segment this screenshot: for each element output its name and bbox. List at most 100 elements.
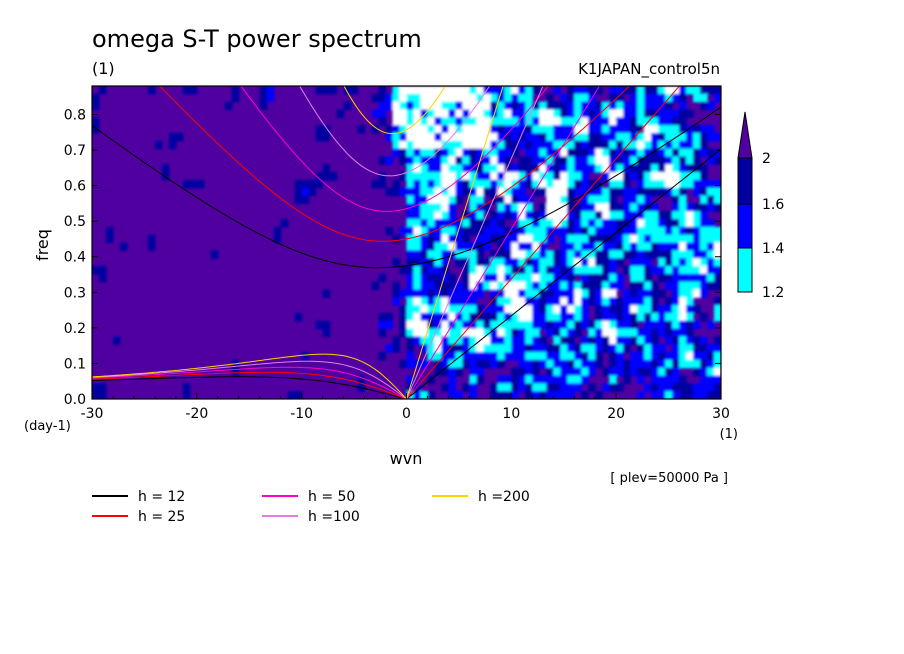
heatmap-cell bbox=[504, 336, 512, 345]
heatmap-cell bbox=[686, 234, 694, 244]
heatmap-cell bbox=[455, 328, 464, 338]
heatmap-cell bbox=[448, 383, 457, 392]
heatmap-cell bbox=[434, 195, 443, 204]
heatmap-cell bbox=[609, 281, 617, 291]
heatmap-cell bbox=[595, 211, 603, 220]
heatmap-cell bbox=[476, 109, 484, 118]
heatmap-cell bbox=[504, 320, 512, 330]
heatmap-cell bbox=[672, 172, 680, 181]
heatmap-cell bbox=[525, 93, 533, 103]
heatmap-cell bbox=[98, 383, 107, 392]
heatmap-cell bbox=[92, 101, 100, 111]
heatmap-cell bbox=[581, 312, 589, 322]
heatmap-cell bbox=[469, 164, 477, 173]
heatmap-cell bbox=[427, 117, 436, 126]
heatmap-cell bbox=[665, 132, 673, 142]
heatmap-cell bbox=[595, 187, 603, 197]
heatmap-cell bbox=[546, 203, 554, 212]
heatmap-cell bbox=[616, 250, 624, 259]
heatmap-cell bbox=[168, 140, 177, 150]
heatmap-cell bbox=[714, 344, 721, 353]
heatmap-cell bbox=[588, 140, 596, 150]
heatmap-cell bbox=[602, 328, 610, 338]
heatmap-cell bbox=[434, 109, 443, 118]
heatmap-cell bbox=[476, 273, 484, 283]
heatmap-cell bbox=[287, 391, 296, 399]
heatmap-cell bbox=[497, 305, 505, 314]
heatmap-cell bbox=[602, 265, 610, 275]
heatmap-cell bbox=[644, 132, 652, 142]
heatmap-cell bbox=[518, 187, 526, 197]
heatmap-cell bbox=[623, 297, 631, 306]
heatmap-cell bbox=[448, 367, 457, 377]
heatmap-cell bbox=[392, 289, 401, 298]
heatmap-cell bbox=[665, 86, 673, 95]
heatmap-cell bbox=[700, 125, 708, 134]
heatmap-cell bbox=[406, 328, 415, 338]
heatmap-cell bbox=[504, 125, 512, 134]
heatmap-cell bbox=[420, 226, 429, 236]
heatmap-cell bbox=[406, 179, 415, 189]
heatmap-cell bbox=[315, 179, 324, 189]
heatmap-cell bbox=[406, 250, 415, 259]
heatmap-cell bbox=[553, 187, 561, 197]
heatmap-cell bbox=[469, 132, 477, 142]
heatmap-cell bbox=[644, 234, 652, 244]
heatmap-cell bbox=[707, 273, 715, 283]
heatmap-cell bbox=[609, 93, 617, 103]
heatmap-cell bbox=[602, 195, 610, 204]
heatmap-cell bbox=[553, 273, 561, 283]
heatmap-cell bbox=[504, 132, 512, 142]
heatmap-cell bbox=[567, 265, 575, 275]
heatmap-cell bbox=[532, 109, 540, 118]
heatmap-cell bbox=[658, 383, 666, 392]
heatmap-cell bbox=[420, 125, 429, 134]
y-tick-label: 0.8 bbox=[64, 107, 86, 123]
heatmap-cell bbox=[441, 367, 450, 377]
heatmap-cell bbox=[679, 289, 687, 298]
heatmap-cell bbox=[399, 320, 408, 330]
heatmap-cell bbox=[693, 273, 701, 283]
heatmap-cell bbox=[392, 93, 401, 103]
heatmap-cell bbox=[525, 375, 533, 384]
heatmap-cell bbox=[511, 391, 519, 399]
heatmap-cell bbox=[679, 101, 687, 111]
heatmap-cell bbox=[420, 265, 429, 275]
heatmap-cell bbox=[427, 265, 436, 275]
heatmap-cell bbox=[105, 234, 114, 244]
heatmap-cell bbox=[511, 172, 519, 181]
heatmap-cell bbox=[92, 265, 100, 275]
heatmap-cell bbox=[602, 344, 610, 353]
heatmap-cell bbox=[448, 101, 457, 111]
heatmap-cell bbox=[399, 109, 408, 118]
heatmap-cell bbox=[658, 226, 666, 236]
heatmap-cell bbox=[504, 195, 512, 204]
heatmap-cell bbox=[644, 297, 652, 306]
heatmap-cell bbox=[553, 101, 561, 111]
heatmap-cell bbox=[462, 242, 470, 251]
heatmap-cell bbox=[441, 211, 450, 220]
heatmap-cell bbox=[427, 219, 436, 228]
heatmap-cell bbox=[574, 305, 582, 314]
heatmap-cell bbox=[637, 297, 645, 306]
heatmap-cell bbox=[623, 211, 631, 220]
heatmap-cell bbox=[511, 203, 519, 212]
heatmap-cell bbox=[700, 250, 708, 259]
heatmap-cell bbox=[441, 383, 450, 392]
heatmap-cell bbox=[469, 383, 477, 392]
heatmap-cell bbox=[413, 172, 422, 181]
heatmap-cell bbox=[427, 320, 436, 330]
heatmap-cell bbox=[560, 359, 568, 369]
heatmap-cell bbox=[497, 117, 505, 126]
heatmap-cell bbox=[462, 328, 470, 338]
heatmap-cell bbox=[665, 320, 673, 330]
heatmap-cell bbox=[518, 328, 526, 338]
heatmap-cell bbox=[392, 344, 401, 353]
heatmap-cell bbox=[581, 117, 589, 126]
heatmap-cell bbox=[644, 86, 652, 95]
heatmap-cell bbox=[483, 148, 491, 158]
heatmap-cell bbox=[581, 211, 589, 220]
heatmap-cell bbox=[637, 375, 645, 384]
heatmap-cell bbox=[560, 242, 568, 251]
heatmap-cell bbox=[609, 328, 617, 338]
